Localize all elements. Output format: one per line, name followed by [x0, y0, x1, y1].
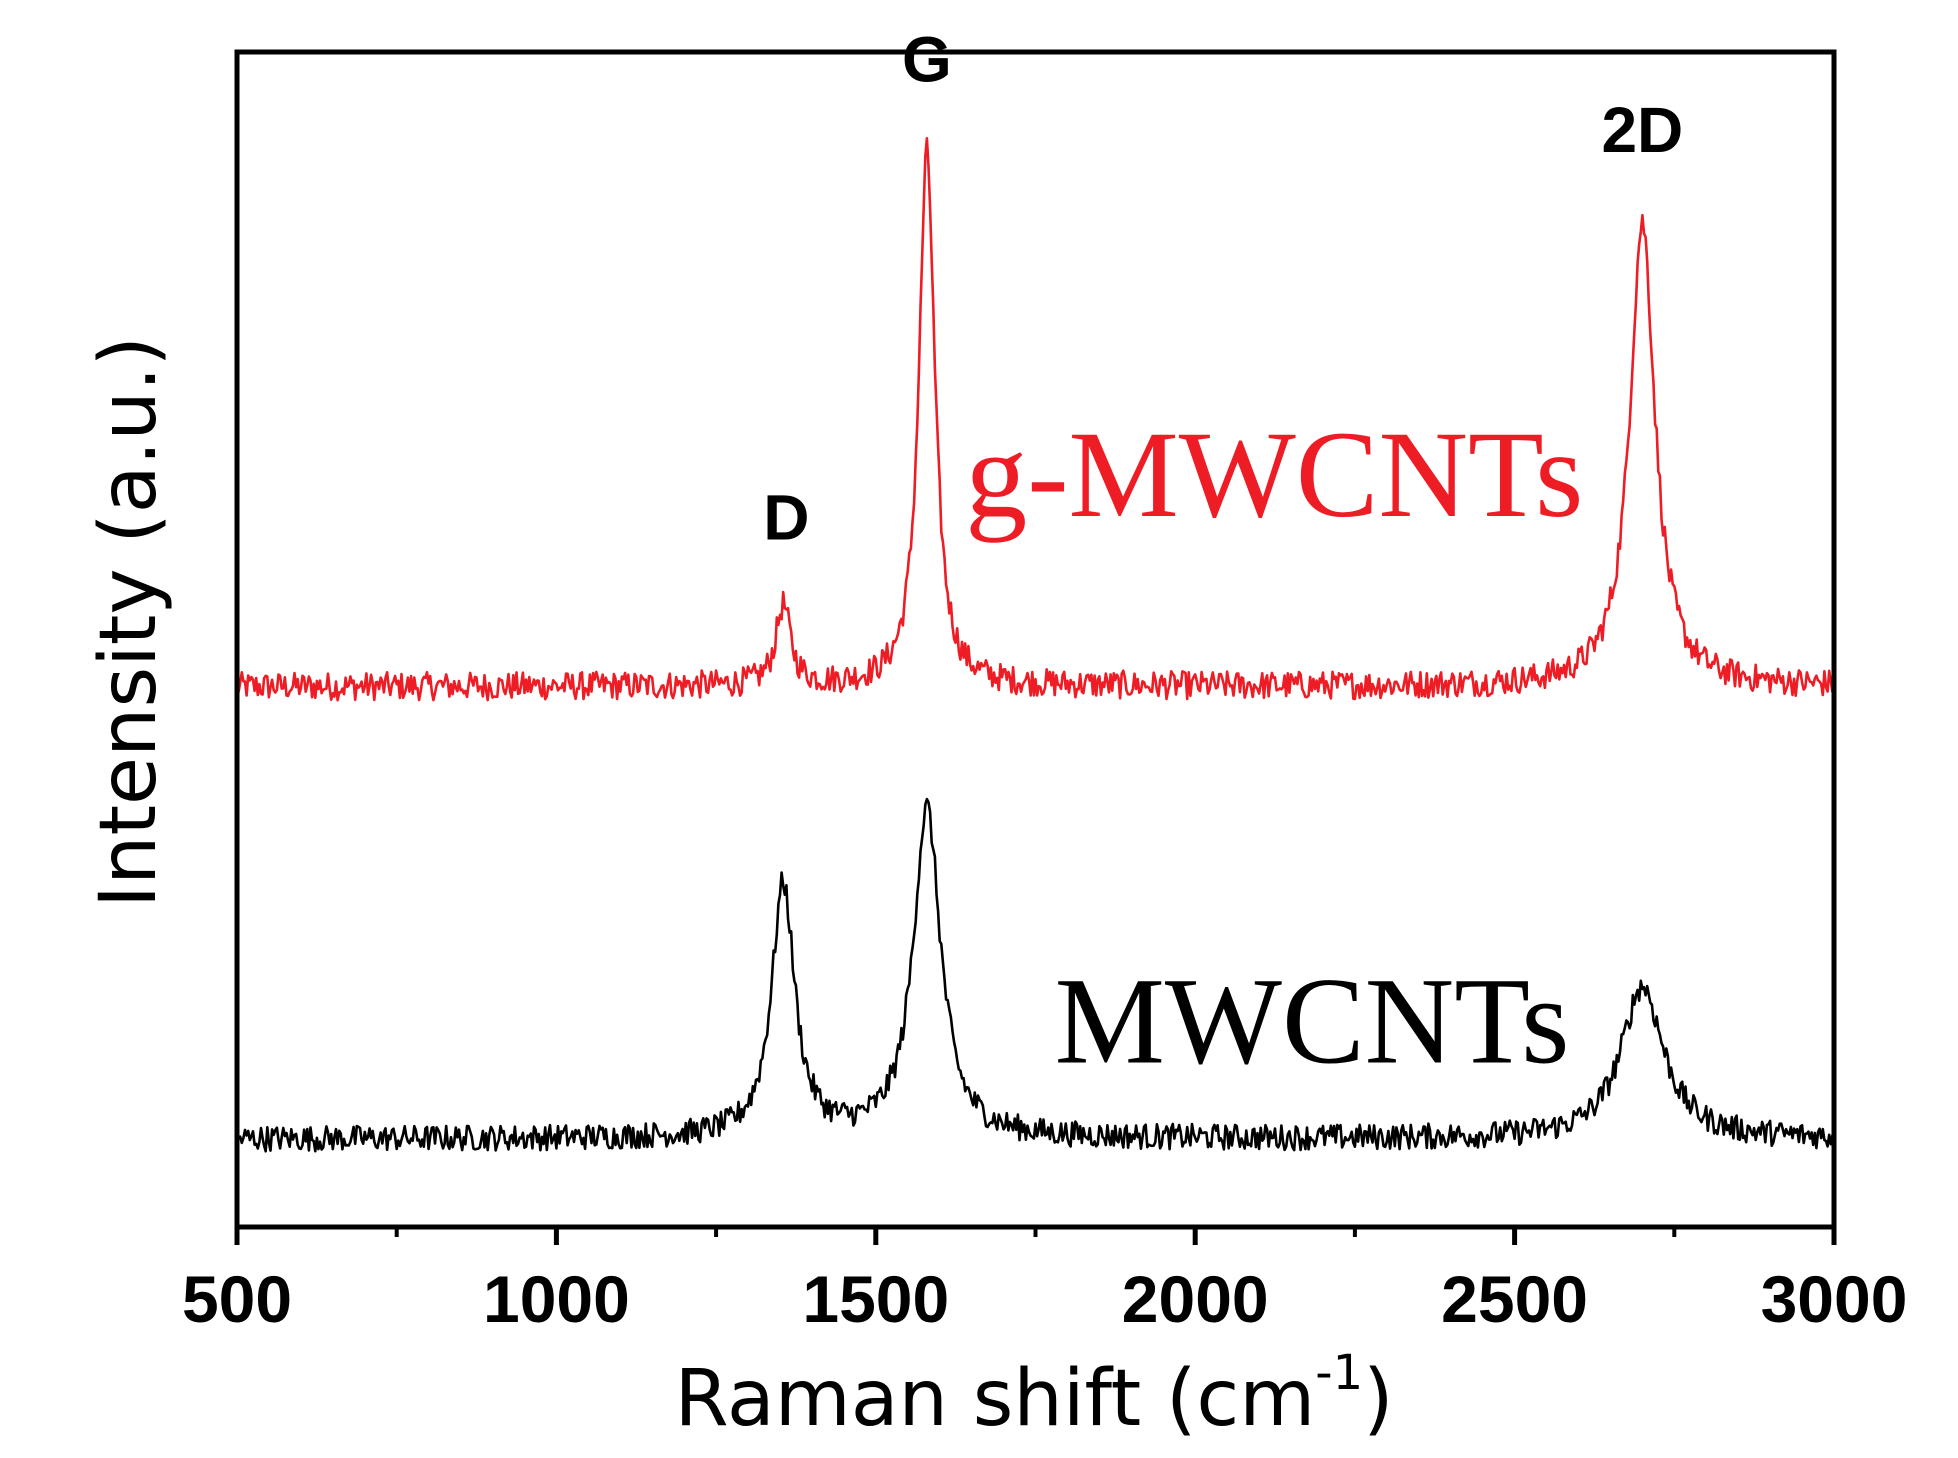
x-axis-tick-labels: 500 1000 1500 2000 2500 3000 — [182, 1262, 1907, 1336]
series-labels: g-MWCNTs MWCNTs — [965, 406, 1583, 1089]
series-line-g-mwcnts — [235, 137, 1836, 702]
y-axis-title: Intensity (a.u.) — [84, 336, 174, 908]
peak-labels: D G 2D — [763, 23, 1683, 553]
x-tick-label-3000: 3000 — [1761, 1262, 1908, 1336]
x-tick-label-2500: 2500 — [1441, 1262, 1588, 1336]
x-tick-label-1500: 1500 — [802, 1262, 949, 1336]
x-tick-label-2000: 2000 — [1122, 1262, 1269, 1336]
x-axis-ticks — [234, 1227, 1837, 1245]
series-line-mwcnts — [235, 797, 1836, 1153]
peak-label-g: G — [902, 23, 952, 95]
peak-label-2d: 2D — [1601, 94, 1683, 166]
x-tick-label-500: 500 — [182, 1262, 292, 1336]
series-label-g-mwcnts: g-MWCNTs — [965, 406, 1583, 543]
peak-label-d: D — [763, 482, 809, 554]
x-axis-title: Raman shift (cm-1) — [674, 1345, 1393, 1444]
series-layer — [235, 137, 1836, 1153]
series-label-mwcnts: MWCNTs — [1055, 953, 1570, 1090]
x-tick-label-1000: 1000 — [483, 1262, 630, 1336]
